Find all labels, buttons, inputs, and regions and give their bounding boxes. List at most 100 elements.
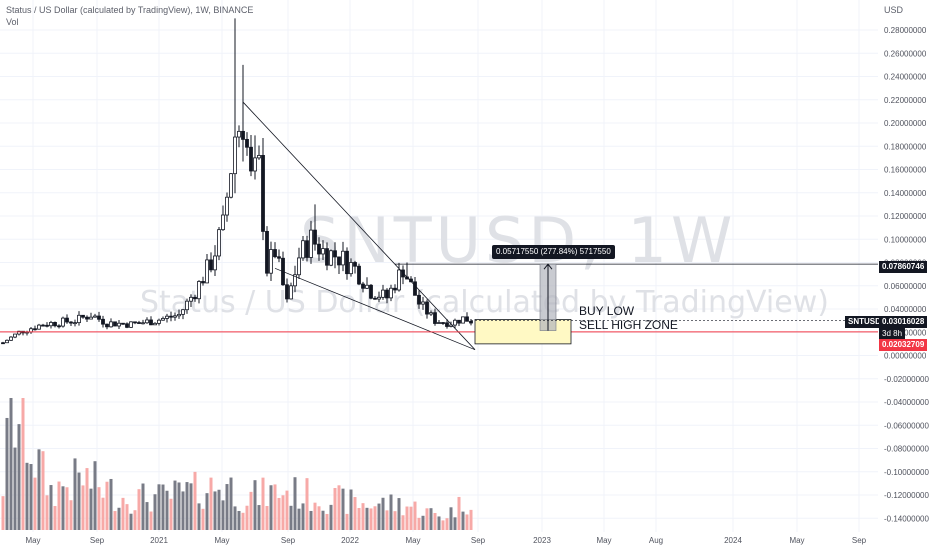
y-tick-label: 0.06000000 bbox=[884, 282, 927, 291]
candle-body bbox=[317, 243, 321, 255]
candle-body bbox=[177, 313, 181, 317]
y-tick-label: 0.00000000 bbox=[884, 352, 927, 361]
volume-bar bbox=[109, 478, 113, 530]
zone-text-line1: BUY LOW bbox=[579, 304, 635, 318]
candle-body bbox=[101, 318, 105, 325]
volume-bar bbox=[133, 510, 137, 530]
candle-body bbox=[321, 248, 325, 255]
candle-body bbox=[425, 301, 429, 315]
candle-body bbox=[341, 250, 345, 266]
volume-bar bbox=[341, 488, 345, 530]
volume-bar bbox=[281, 495, 285, 530]
candle-body bbox=[269, 249, 273, 274]
y-tick-label: 0.16000000 bbox=[884, 166, 927, 175]
candle-body bbox=[93, 315, 97, 318]
countdown-tag: 3d 8h bbox=[879, 328, 906, 340]
candle-body bbox=[345, 250, 349, 275]
volume-bar bbox=[245, 505, 249, 530]
candle-body bbox=[9, 336, 13, 341]
volume-bar bbox=[265, 506, 269, 530]
watermark-symbol: SNTUSD, 1W bbox=[300, 204, 736, 277]
x-tick-label: May bbox=[596, 536, 611, 545]
volume-bar bbox=[453, 517, 457, 530]
candle-body bbox=[181, 309, 185, 315]
y-tick-label: -0.08000000 bbox=[884, 445, 929, 454]
candle-body bbox=[401, 269, 405, 278]
currency-label: USD bbox=[884, 5, 904, 15]
volume-bar bbox=[85, 468, 89, 530]
volume-bar bbox=[237, 510, 241, 530]
candle-body bbox=[349, 262, 353, 275]
volume-bar bbox=[313, 502, 317, 530]
volume-bar bbox=[221, 500, 225, 530]
candle-body bbox=[161, 318, 165, 321]
volume-bar bbox=[101, 497, 105, 530]
candle-body bbox=[369, 284, 373, 299]
volume-bar bbox=[33, 477, 37, 530]
candle-body bbox=[445, 322, 449, 327]
volume-bar bbox=[153, 494, 157, 530]
volume-bar bbox=[333, 488, 337, 530]
volume-bar bbox=[177, 482, 181, 530]
candle-body bbox=[33, 328, 37, 331]
candle-body bbox=[285, 284, 289, 300]
time-axis[interactable]: May Sep 2021 May Sep 2022 May Sep 2023 May Aug 2024… bbox=[25, 536, 866, 545]
volume-bar bbox=[105, 481, 109, 530]
volume-bar bbox=[69, 500, 73, 530]
candle-body bbox=[125, 323, 129, 328]
candle-body bbox=[213, 255, 217, 271]
measure-label: 0.05717550 (277.84%) 5717550 bbox=[492, 245, 615, 259]
candle-body bbox=[245, 138, 249, 148]
y-tick-label: -0.02000000 bbox=[884, 375, 929, 384]
candle-body bbox=[453, 319, 457, 326]
volume-bar bbox=[369, 508, 373, 530]
candle-body bbox=[397, 269, 401, 291]
volume-bar bbox=[317, 506, 321, 530]
y-tick-label: 0.12000000 bbox=[884, 212, 927, 221]
candle-body bbox=[373, 297, 377, 300]
volume-bar bbox=[97, 487, 101, 530]
candle-body bbox=[261, 155, 265, 232]
volume-bar bbox=[17, 424, 21, 530]
candle-body bbox=[153, 322, 157, 326]
volume-bar bbox=[385, 510, 389, 530]
candle-body bbox=[305, 240, 309, 258]
y-tick-label: 0.28000000 bbox=[884, 26, 927, 35]
candle-body bbox=[65, 317, 69, 323]
volume-bar bbox=[269, 485, 273, 530]
candle-body bbox=[353, 262, 357, 267]
candle-body bbox=[457, 319, 461, 324]
candle-body bbox=[429, 312, 433, 315]
measure-arrow-head bbox=[543, 263, 553, 270]
candle-body bbox=[209, 259, 213, 271]
wedge-upper-line bbox=[242, 101, 476, 350]
volume-bar bbox=[37, 449, 41, 530]
volume-bar bbox=[321, 510, 325, 530]
volume-bar bbox=[325, 513, 329, 530]
candle-body bbox=[297, 257, 301, 276]
candle-body bbox=[5, 339, 9, 344]
candle-body bbox=[277, 256, 281, 259]
volume-bar bbox=[469, 509, 473, 530]
candle-body bbox=[377, 296, 381, 300]
volume-bar bbox=[165, 490, 169, 530]
volume-bar bbox=[461, 511, 465, 530]
candle-body bbox=[85, 316, 89, 320]
volume-bar bbox=[1, 496, 5, 530]
y-tick-label: 0.18000000 bbox=[884, 142, 927, 151]
volume-bar bbox=[29, 464, 33, 530]
volume-bar bbox=[349, 489, 353, 530]
chart-title: Status / US Dollar (calculated by Tradin… bbox=[6, 5, 254, 15]
candle-body bbox=[169, 315, 173, 318]
candle-body bbox=[461, 316, 465, 324]
volume-bar bbox=[249, 491, 253, 530]
volume-bar bbox=[361, 503, 365, 530]
x-tick-label: Aug bbox=[649, 536, 663, 545]
volume-bar bbox=[345, 513, 349, 530]
candle-body bbox=[13, 333, 17, 338]
candle-body bbox=[389, 287, 393, 299]
candle-body bbox=[185, 300, 189, 311]
volume-bar bbox=[401, 515, 405, 530]
volume-bar bbox=[21, 398, 25, 530]
